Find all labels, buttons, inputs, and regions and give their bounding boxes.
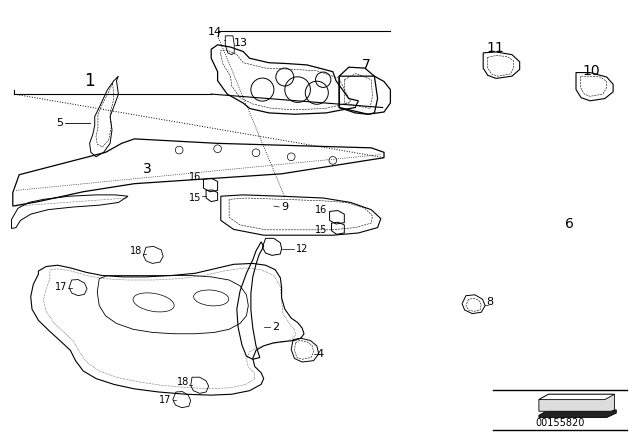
Text: 18: 18	[130, 246, 142, 256]
Polygon shape	[539, 410, 616, 418]
Text: 7: 7	[362, 58, 371, 72]
Text: 13: 13	[234, 38, 248, 47]
Text: 15: 15	[316, 225, 328, 235]
Text: 3: 3	[143, 162, 152, 177]
Text: 11: 11	[486, 41, 504, 56]
Polygon shape	[539, 394, 614, 411]
Text: 16: 16	[316, 205, 328, 215]
Text: 10: 10	[582, 64, 600, 78]
Text: 5: 5	[56, 118, 63, 128]
Text: 1: 1	[84, 72, 95, 90]
Text: 17: 17	[159, 395, 172, 405]
Polygon shape	[539, 394, 614, 400]
Text: 15: 15	[189, 193, 202, 203]
Text: 18: 18	[177, 377, 189, 387]
Text: 17: 17	[55, 282, 67, 292]
Text: 8: 8	[486, 297, 493, 307]
Text: 4: 4	[317, 349, 324, 359]
Text: 2: 2	[272, 322, 279, 332]
Text: 6: 6	[565, 217, 574, 231]
Text: 12: 12	[296, 244, 308, 254]
Text: 00155820: 00155820	[535, 418, 585, 428]
Text: 14: 14	[208, 27, 222, 37]
Text: 9: 9	[282, 202, 289, 212]
Text: 16: 16	[189, 172, 202, 182]
